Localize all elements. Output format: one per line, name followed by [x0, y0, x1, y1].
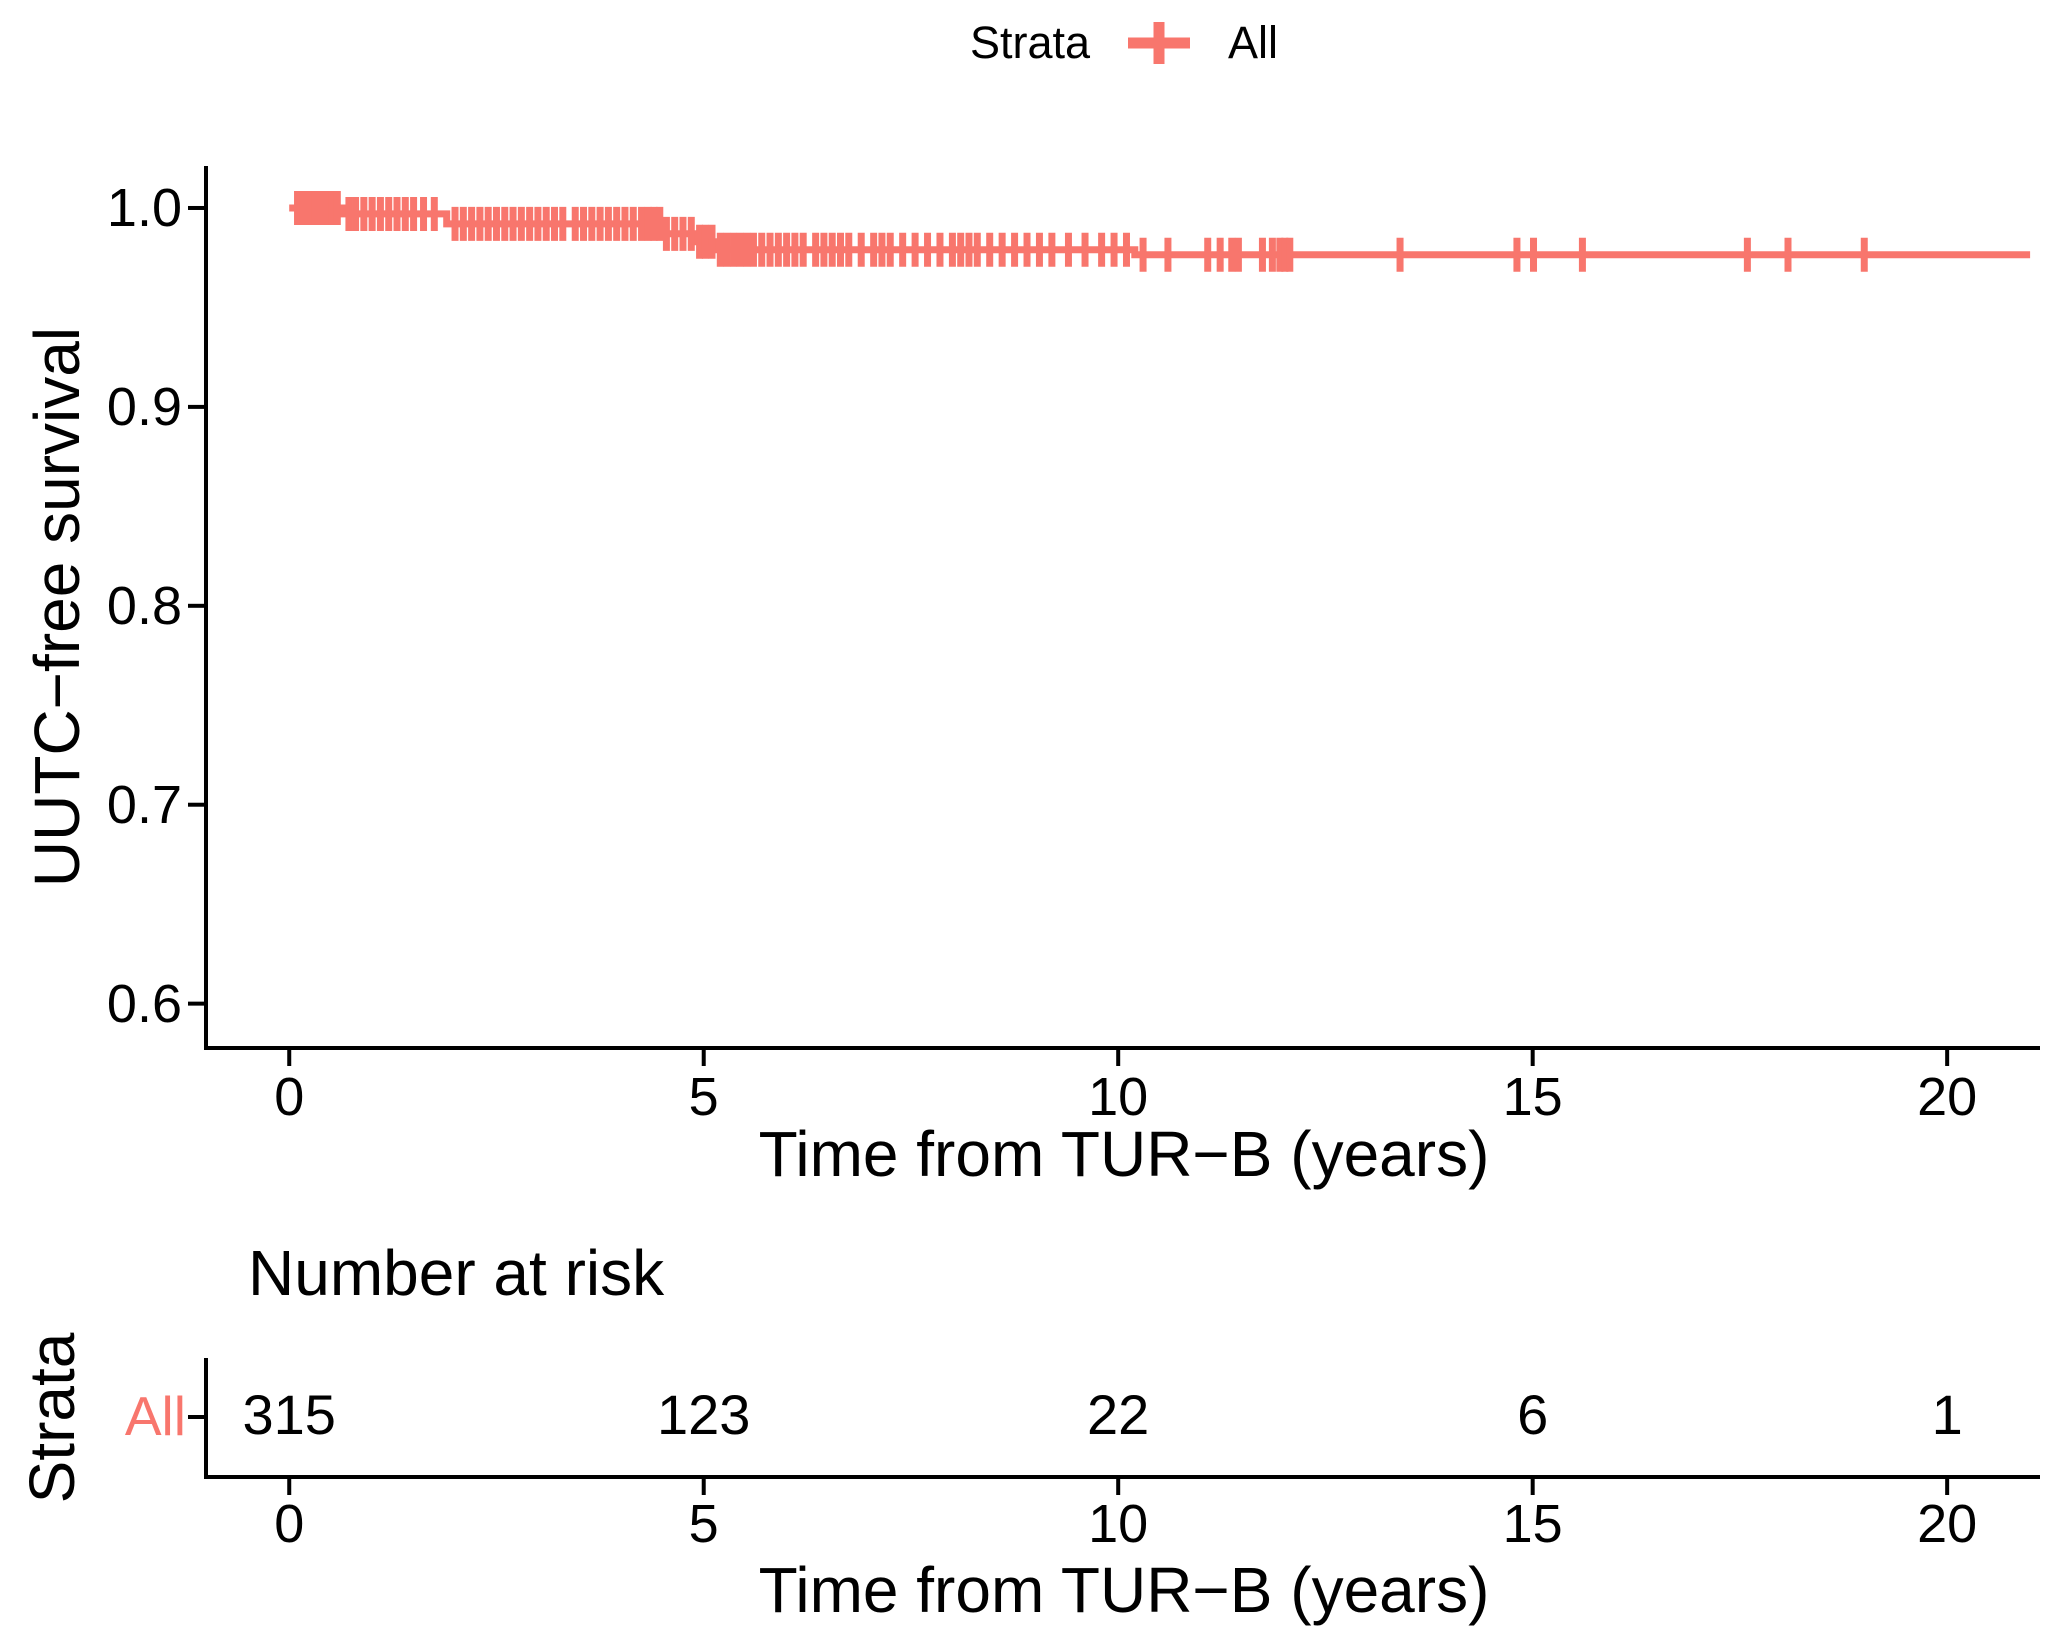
- x-tick-label: 10: [1088, 1067, 1149, 1127]
- risk-count: 6: [1517, 1383, 1549, 1446]
- legend: Strata All: [208, 10, 2040, 74]
- risk-row-label: All: [124, 1385, 186, 1447]
- y-tick-label: 1.0: [106, 177, 182, 238]
- risk-count: 315: [242, 1383, 336, 1446]
- x-tick-label: 0: [274, 1067, 305, 1127]
- y-tick-label: 0.9: [106, 376, 182, 437]
- y-tick-label: 0.8: [106, 575, 182, 636]
- risk-count: 1: [1931, 1383, 1963, 1446]
- legend-item-label: All: [1228, 16, 1279, 68]
- legend-title: Strata: [969, 16, 1091, 68]
- x-tick-label: 15: [1502, 1067, 1563, 1127]
- risk-x-tick-label: 20: [1917, 1494, 1978, 1554]
- risk-count: 123: [656, 1383, 751, 1446]
- risk-x-axis-title: Time from TUR−B (years): [758, 1554, 1490, 1626]
- risk-x-tick-label: 15: [1502, 1494, 1563, 1554]
- risk-x-tick-label: 5: [688, 1494, 719, 1554]
- risk-count: 22: [1087, 1383, 1150, 1446]
- risk-x-tick-label: 0: [274, 1494, 305, 1554]
- km-curve-all: [289, 204, 2031, 259]
- x-tick-label: 20: [1917, 1067, 1978, 1127]
- y-tick-label: 0.6: [106, 973, 182, 1034]
- risk-x-tick-label: 10: [1088, 1494, 1149, 1554]
- legend-key-icon: [1128, 22, 1191, 64]
- x-tick-label: 5: [688, 1067, 719, 1127]
- risk-table-title: Number at risk: [248, 1237, 665, 1309]
- x-axis-title: Time from TUR−B (years): [758, 1118, 1490, 1190]
- y-tick-label: 0.7: [106, 774, 182, 835]
